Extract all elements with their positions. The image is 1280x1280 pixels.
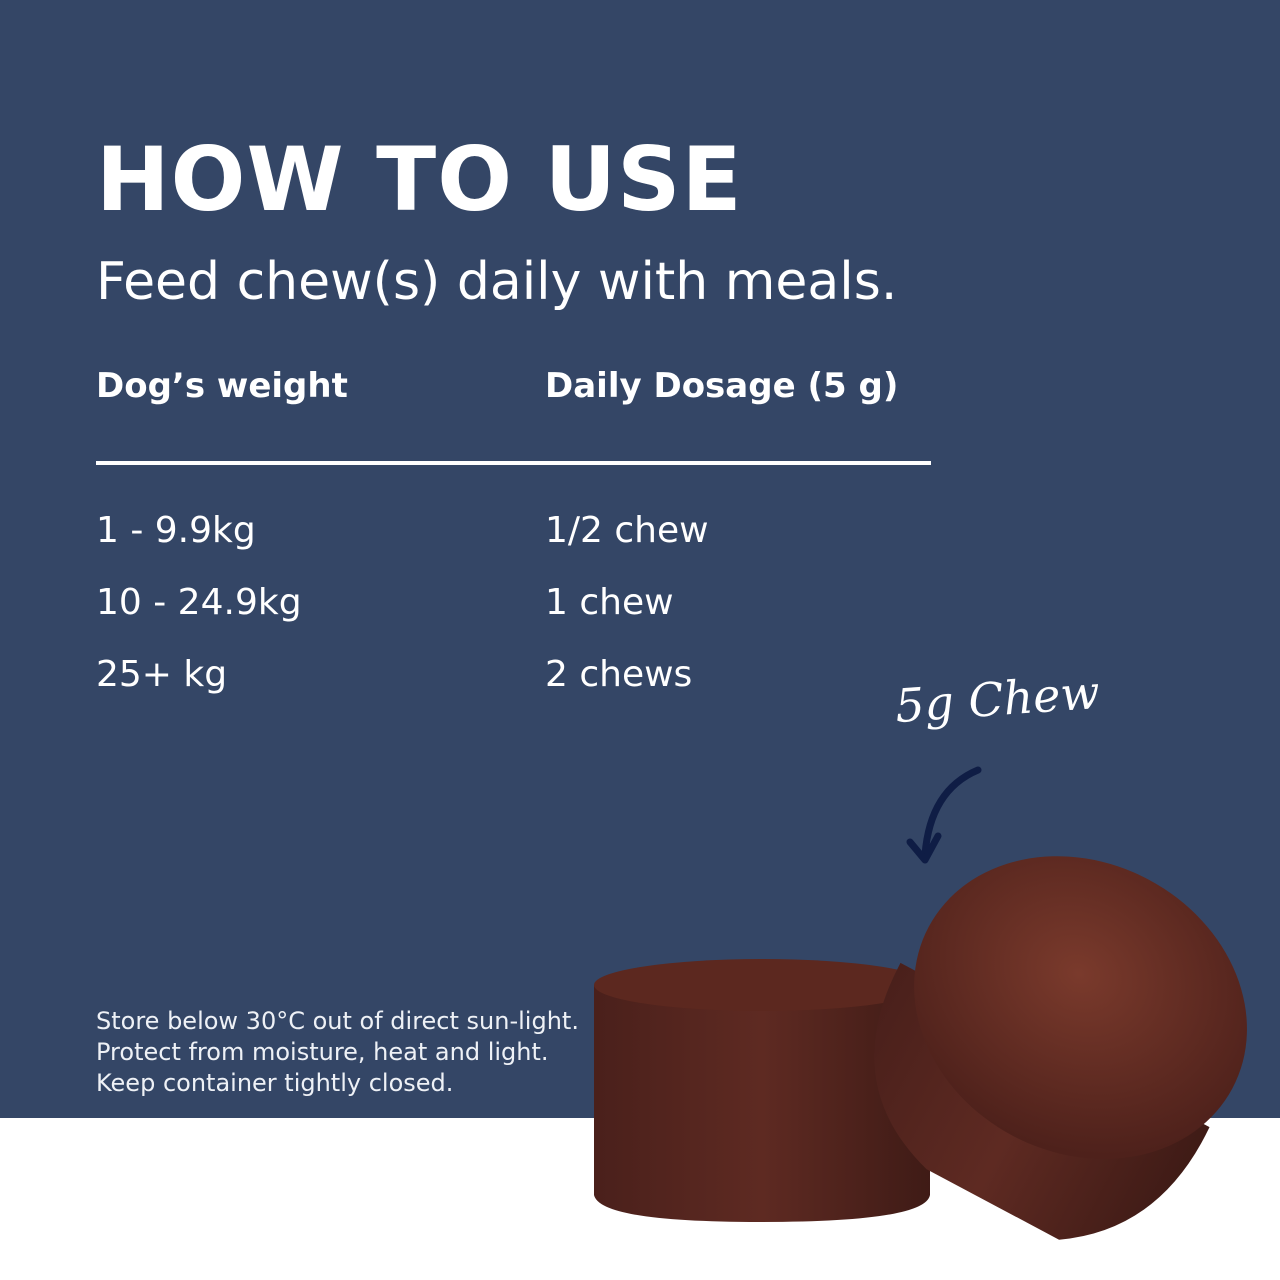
arrowhead-icon	[906, 832, 942, 864]
dosage-row-2: 1 chew	[545, 582, 674, 623]
header-dog-weight: Dog’s weight	[96, 366, 348, 406]
arrow-icon	[921, 766, 982, 859]
header-daily-dosage: Daily Dosage (5 g)	[545, 366, 899, 406]
weight-row-3: 25+ kg	[96, 654, 228, 695]
storage-note: Store below 30°C out of direct sun-light…	[96, 1007, 579, 1097]
page-title: HOW TO USE	[96, 128, 743, 231]
dosage-row-3: 2 chews	[545, 654, 693, 695]
chew-right	[874, 856, 1247, 1240]
chew-left	[594, 959, 930, 1222]
weight-row-2: 10 - 24.9kg	[96, 582, 302, 623]
table-divider	[96, 461, 931, 465]
weight-row-1: 1 - 9.9kg	[96, 510, 256, 551]
dosage-row-1: 1/2 chew	[545, 510, 709, 551]
subtitle: Feed chew(s) daily with meals.	[96, 252, 898, 312]
